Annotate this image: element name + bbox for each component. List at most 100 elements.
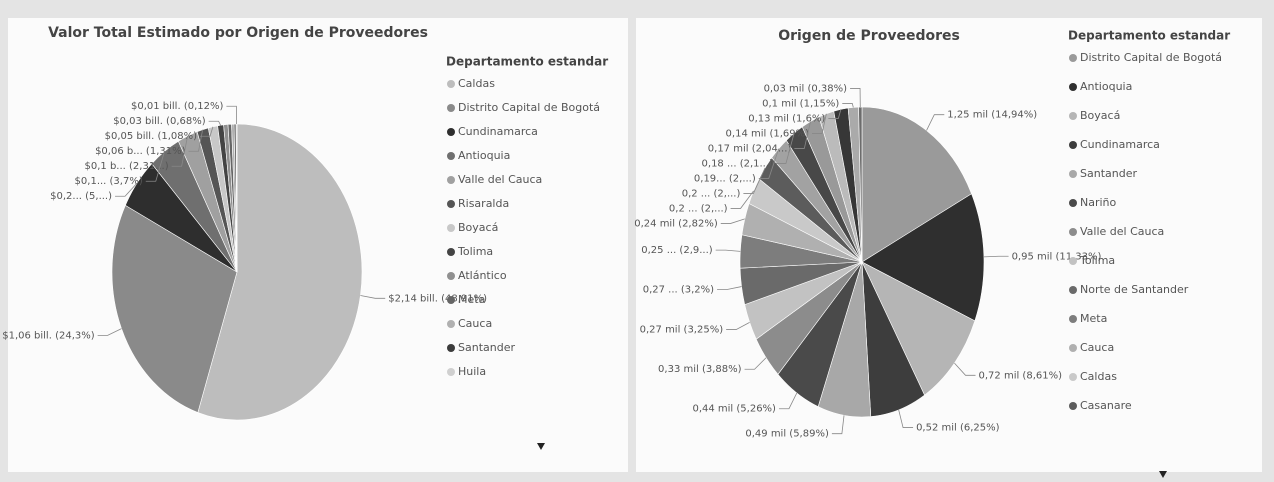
legend-label: Caldas bbox=[1080, 370, 1117, 383]
data-label: 0,19... (2,...) bbox=[694, 173, 756, 184]
legend-label: Cauca bbox=[458, 317, 492, 330]
legend-swatch bbox=[447, 104, 455, 112]
scroll-arrow[interactable] bbox=[1159, 471, 1167, 478]
legend-label: Cundinamarca bbox=[1080, 138, 1160, 151]
legend-swatch bbox=[447, 176, 455, 184]
leader-line bbox=[812, 113, 827, 134]
legend-swatch bbox=[447, 296, 455, 304]
data-label: $2,14 bill. (48,91%) bbox=[388, 293, 487, 304]
data-label: $0,2... (5,...) bbox=[50, 191, 112, 202]
data-label: $0,1 b... (2,31...) bbox=[85, 161, 169, 172]
legend-swatch bbox=[447, 224, 455, 232]
legend-title: Departamento estandar bbox=[446, 55, 608, 69]
legend-swatch bbox=[1069, 170, 1077, 178]
legend-swatch bbox=[1069, 373, 1077, 381]
leader-line bbox=[188, 129, 204, 152]
data-label: 0,2 ... (2,...) bbox=[669, 203, 728, 214]
data-label: 0,52 mil (6,25%) bbox=[916, 423, 1000, 434]
legend-label: Meta bbox=[1080, 312, 1107, 325]
data-label: 0,18 ... (2,1...) bbox=[702, 158, 774, 169]
legend-label: Huila bbox=[458, 365, 486, 378]
data-label: 0,27 mil (3,25%) bbox=[640, 325, 724, 336]
legend-label: Norte de Santander bbox=[1080, 283, 1189, 296]
legend-label: Antioquia bbox=[458, 149, 510, 162]
legend-title: Departamento estandar bbox=[1068, 29, 1230, 43]
leader-line bbox=[983, 255, 1009, 258]
legend-label: Antioquia bbox=[1080, 80, 1132, 93]
leader-line bbox=[717, 286, 742, 290]
data-label: 0,13 mil (1,6%) bbox=[748, 113, 825, 124]
legend-swatch bbox=[1069, 402, 1077, 410]
legend-label: Casanare bbox=[1080, 399, 1132, 412]
data-label: 0,25 ... (2,9...) bbox=[641, 245, 713, 256]
data-label: 0,03 mil (0,38%) bbox=[764, 83, 848, 94]
leader-line bbox=[208, 120, 221, 126]
data-label: $0,03 bill. (0,68%) bbox=[113, 116, 206, 127]
leader-line bbox=[730, 190, 754, 209]
data-label: $0,1... (3,7%) bbox=[75, 176, 143, 187]
legend-label: Valle del Cauca bbox=[458, 173, 542, 186]
legend-swatch bbox=[447, 344, 455, 352]
leader-line bbox=[715, 249, 741, 252]
scroll-arrow[interactable] bbox=[537, 443, 545, 450]
leader-line bbox=[926, 114, 945, 131]
data-label: 0,2 ... (2,...) bbox=[682, 188, 741, 199]
legend-label: Boyacá bbox=[1080, 109, 1120, 122]
legend-label: Meta bbox=[458, 293, 485, 306]
leader-line bbox=[794, 121, 811, 149]
legend-swatch bbox=[447, 248, 455, 256]
data-label: 0,49 mil (5,89%) bbox=[745, 429, 829, 440]
pie-slice bbox=[197, 123, 363, 421]
legend-swatch bbox=[1069, 344, 1077, 352]
pie-slice bbox=[861, 193, 985, 322]
legend-label: Distrito Capital de Bogotá bbox=[458, 101, 600, 114]
legend-swatch bbox=[447, 80, 455, 88]
legend-label: Cauca bbox=[1080, 341, 1114, 354]
leader-line bbox=[360, 295, 386, 299]
pie-slice bbox=[861, 106, 972, 263]
legend-swatch bbox=[1069, 141, 1077, 149]
leader-line bbox=[758, 148, 780, 179]
leader-line bbox=[97, 328, 122, 336]
leader-line bbox=[743, 167, 766, 194]
leader-line bbox=[171, 135, 188, 167]
leader-line bbox=[954, 362, 976, 376]
data-label: 0,24 mil (2,82%) bbox=[634, 218, 718, 229]
legend-swatch bbox=[1069, 228, 1077, 236]
legend-label: Santander bbox=[1080, 167, 1137, 180]
data-label: $0,06 b... (1,31%) bbox=[95, 146, 186, 157]
data-label: 0,72 mil (8,61%) bbox=[979, 370, 1063, 381]
leader-line bbox=[775, 133, 795, 164]
leader-line bbox=[145, 151, 165, 182]
chart-title: Valor Total Estimado por Origen de Prove… bbox=[48, 25, 428, 41]
leader-line bbox=[842, 103, 854, 108]
data-label: 0,95 mil (11,33%) bbox=[1012, 251, 1102, 262]
leader-line bbox=[200, 126, 214, 137]
data-label: 0,44 mil (5,26%) bbox=[692, 404, 776, 415]
legend-swatch bbox=[447, 200, 455, 208]
legend-label: Tolima bbox=[1079, 254, 1115, 267]
leader-line bbox=[828, 109, 842, 119]
data-label: $0,01 bill. (0,12%) bbox=[131, 101, 224, 112]
data-label: 0,33 mil (3,88%) bbox=[658, 364, 742, 375]
leader-line bbox=[831, 415, 845, 435]
legend-label: Boyacá bbox=[458, 221, 498, 234]
legend-swatch bbox=[1069, 257, 1077, 265]
legend-swatch bbox=[1069, 286, 1077, 294]
legend-swatch bbox=[447, 272, 455, 280]
legend-swatch bbox=[447, 368, 455, 376]
legend-label: Caldas bbox=[458, 77, 495, 90]
data-label: 0,17 mil (2,04...) bbox=[708, 143, 792, 154]
legend-swatch bbox=[1069, 54, 1077, 62]
legend-swatch bbox=[1069, 83, 1077, 91]
data-label: 0,1 mil (1,15%) bbox=[762, 98, 839, 109]
legend-label: Tolima bbox=[457, 245, 493, 258]
leader-line bbox=[744, 357, 767, 370]
data-label: 0,27 ... (3,2%) bbox=[643, 285, 714, 296]
legend-swatch bbox=[1069, 112, 1077, 120]
legend-swatch bbox=[1069, 315, 1077, 323]
legend-label: Santander bbox=[458, 341, 515, 354]
legend-label: Atlántico bbox=[458, 269, 507, 282]
legend-label: Risaralda bbox=[458, 197, 509, 210]
legend-swatch bbox=[447, 128, 455, 136]
